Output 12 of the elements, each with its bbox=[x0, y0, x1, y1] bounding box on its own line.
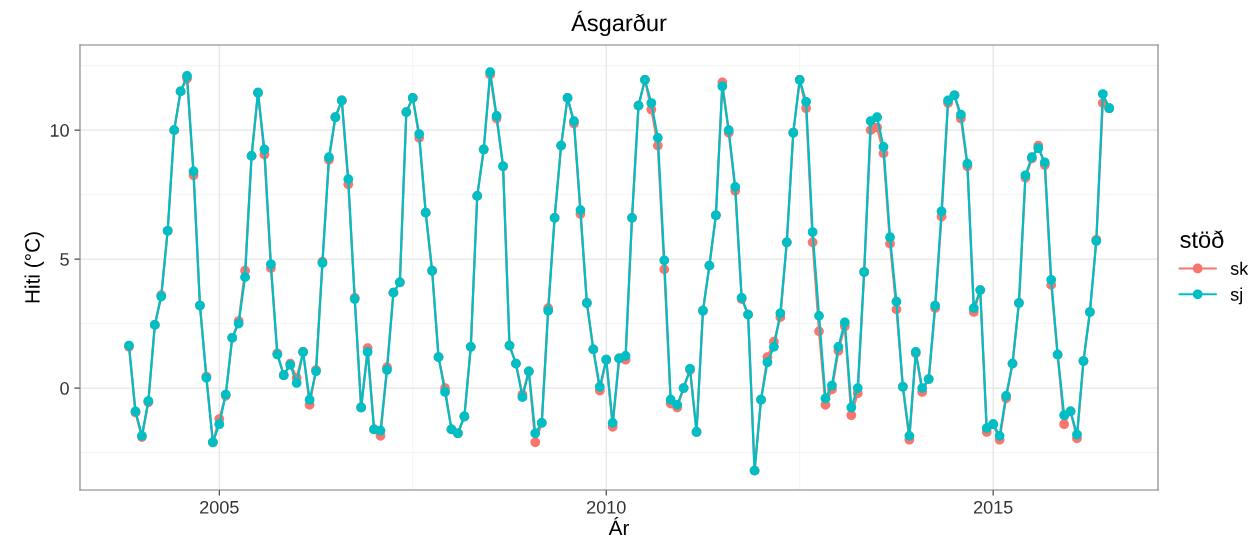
x-tick-label: 2015 bbox=[973, 500, 1013, 514]
y-tick-label: 5 bbox=[60, 253, 69, 266]
legend-label: sk bbox=[1230, 261, 1249, 275]
legend-label: sj bbox=[1230, 287, 1243, 305]
y-axis-title: Hiti (°C) bbox=[24, 232, 44, 303]
x-tick-label: 2010 bbox=[587, 500, 626, 514]
legend-title: stöð bbox=[1180, 230, 1224, 248]
chart-title: Ásgarður bbox=[571, 10, 667, 37]
y-tick-label: 10 bbox=[50, 124, 69, 137]
x-axis-title: Ár bbox=[608, 517, 630, 536]
x-tick-label: 2005 bbox=[200, 500, 239, 514]
y-tick-label: 0 bbox=[60, 382, 69, 395]
